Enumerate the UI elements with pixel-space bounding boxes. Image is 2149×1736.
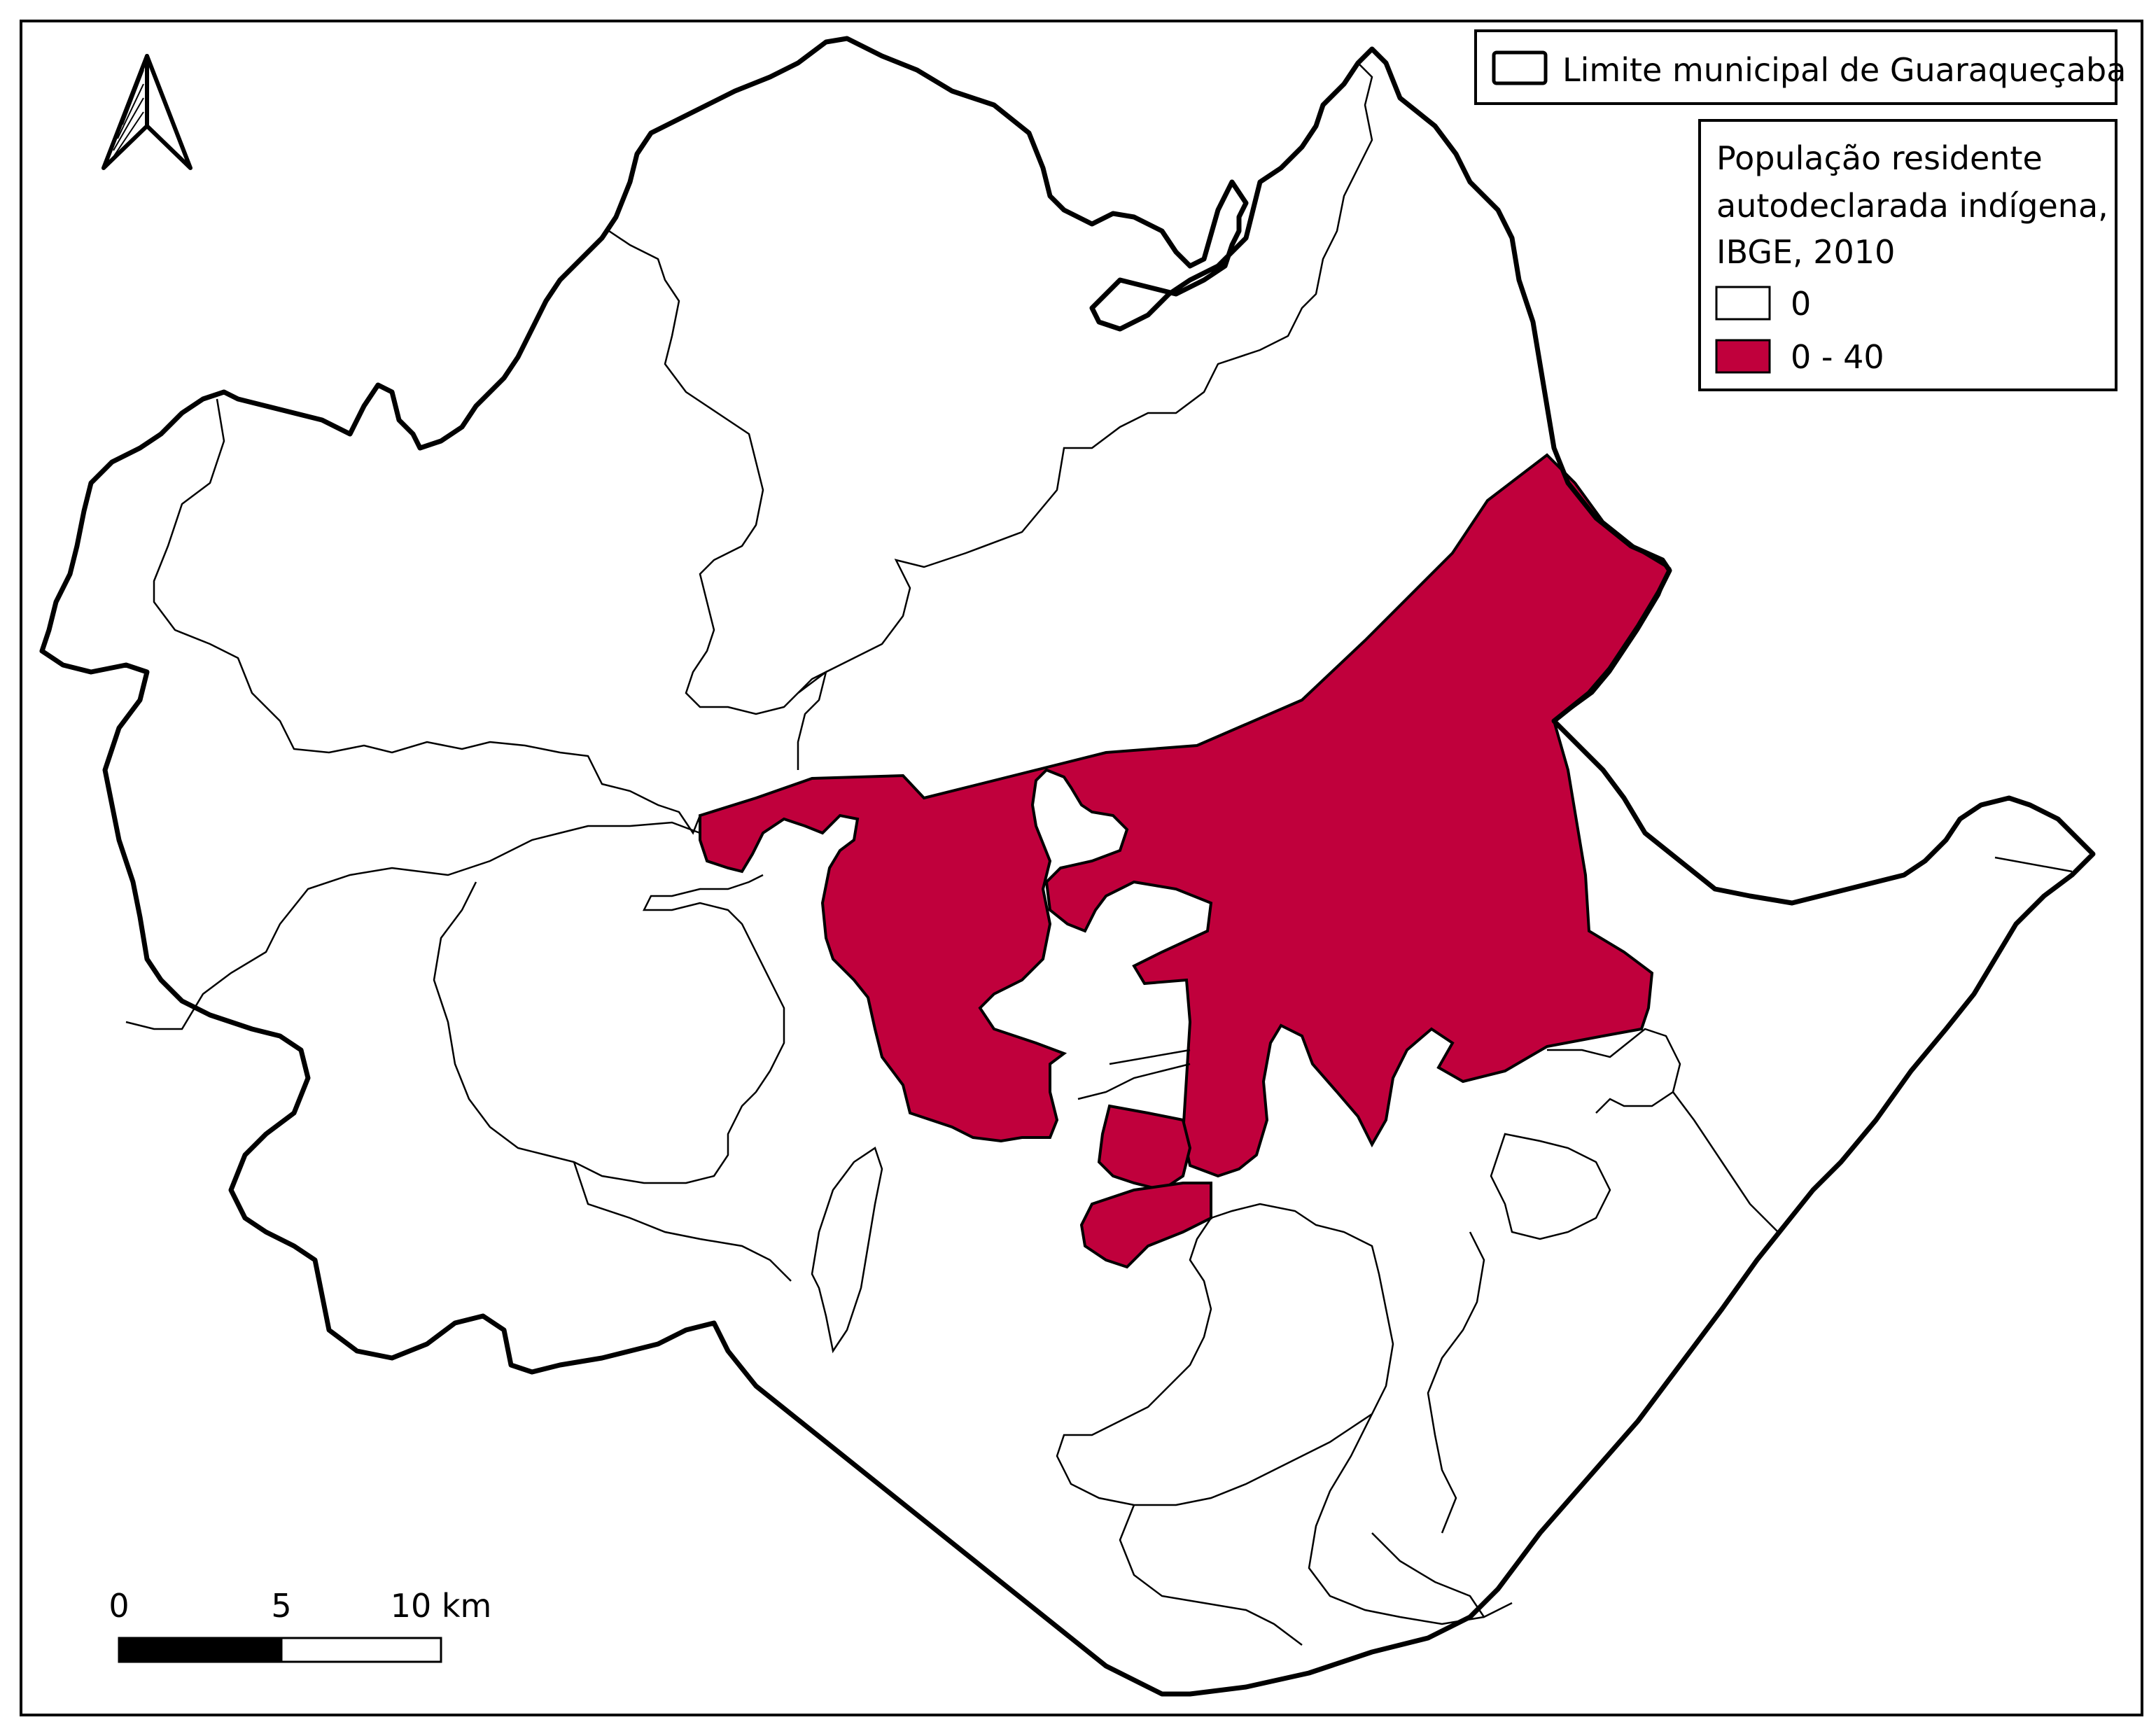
tract-highlight-main (699, 453, 1672, 1178)
legend-title-line-1: População residente (1716, 139, 2043, 177)
scale-bar-segment-dark (118, 1637, 283, 1663)
legend-boundary-label: Limite municipal de Guaraqueçaba (1562, 51, 2126, 89)
legend-class-swatch-1 (1715, 339, 1771, 374)
scale-bar-segment-light (280, 1637, 442, 1663)
north-arrow-icon (102, 54, 192, 170)
legend-boundary-swatch (1492, 50, 1548, 85)
census-tract-boundaries (125, 62, 2073, 1646)
scale-label-10: 10 km (391, 1587, 492, 1625)
municipal-boundary (39, 36, 2096, 1697)
legend-class-label-0: 0 (1791, 285, 1811, 323)
scale-bar: 0 5 10 km (108, 1587, 492, 1663)
tract-highlight-south-2 (1079, 1182, 1212, 1269)
legend-boundary: Limite municipal de Guaraqueçaba (1474, 29, 2126, 105)
legend-class-label-1: 0 - 40 (1791, 338, 1884, 376)
legend-title-line-3: IBGE, 2010 (1716, 233, 1895, 271)
scale-label-5: 5 (271, 1587, 291, 1625)
legend-population: População residente autodeclarada indíge… (1698, 119, 2118, 391)
legend-class-swatch-0 (1715, 286, 1771, 321)
legend-title-line-2: autodeclarada indígena, (1716, 187, 2108, 225)
indigenous-population-tracts (699, 453, 1672, 1269)
scale-label-0: 0 (108, 1587, 129, 1625)
